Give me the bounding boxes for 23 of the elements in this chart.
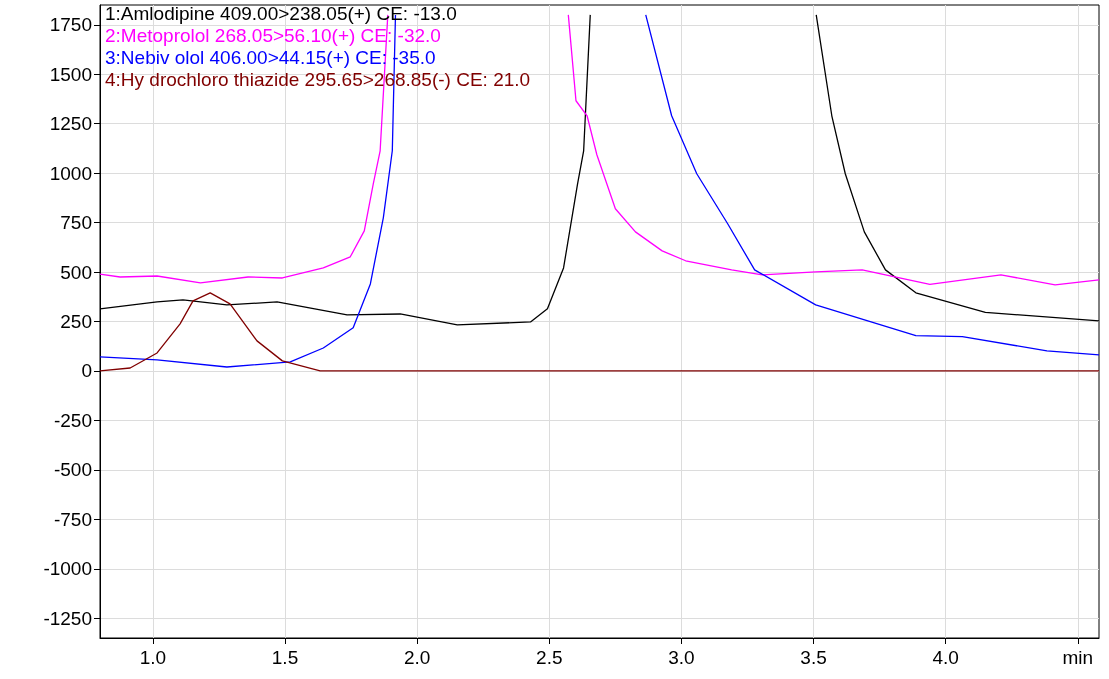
x-tick-label: 3.0	[668, 647, 695, 668]
y-tick-label: 1250	[49, 113, 92, 135]
y-tick-label: -250	[53, 409, 92, 431]
y-tick-label: 1750	[49, 14, 92, 36]
y-tick-label: 250	[60, 311, 92, 332]
y-tick-label: 500	[60, 261, 92, 283]
x-tick-label: 4.0	[932, 647, 959, 668]
y-tick-label: 1500	[49, 63, 92, 85]
y-tick-label: -750	[53, 508, 92, 530]
line-series	[99, 292, 1100, 372]
y-tick-label: 1000	[49, 162, 92, 184]
y-tick-label: -500	[53, 459, 92, 481]
x-tick-label: min	[1062, 647, 1094, 668]
x-tick-label: 2.0	[403, 647, 431, 668]
y-tick-label: -1000	[43, 558, 92, 580]
y-tick-label: 0	[81, 360, 92, 382]
x-tick-label: 3.5	[800, 647, 827, 668]
x-tick-label: 1.0	[139, 647, 167, 668]
text: 1:Amlodipine 409.00>238.05(+) CE: -13.0	[105, 2, 457, 24]
x-tick-label: 2.5	[536, 647, 563, 668]
y-tick-label: -1250	[43, 607, 92, 629]
y-tick-label: 750	[60, 212, 92, 234]
x-tick-label: 1.5	[271, 647, 299, 668]
